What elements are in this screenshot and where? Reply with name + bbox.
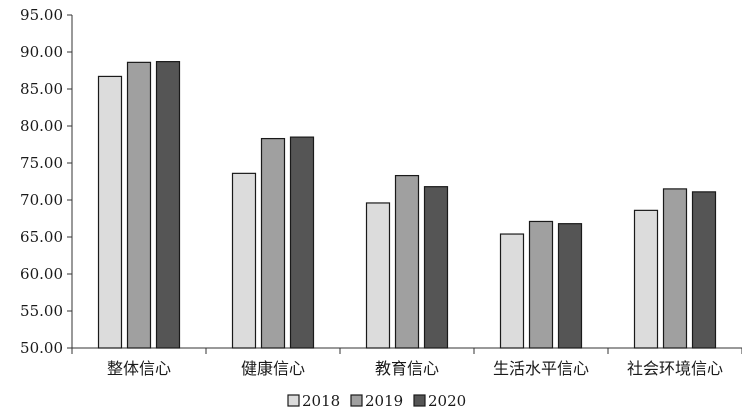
x-axis: 整体信心 健康信心 教育信心 生活水平信心 社会环境信心 xyxy=(71,347,742,378)
bar-2019-1 xyxy=(260,137,286,349)
x-tick-label: 社会环境信心 xyxy=(627,359,723,378)
bar-2020-0 xyxy=(155,61,181,349)
y-tick-label: 70.00 xyxy=(20,191,63,209)
bar-2019-3 xyxy=(528,220,554,349)
legend-label-2019: 2019 xyxy=(365,392,403,410)
x-tick-label: 生活水平信心 xyxy=(493,359,589,378)
bars xyxy=(97,61,717,349)
y-tick-label: 75.00 xyxy=(20,154,63,172)
bar-2018-3 xyxy=(499,233,525,349)
x-tick-label: 健康信心 xyxy=(241,359,305,378)
y-tick-label: 65.00 xyxy=(20,228,63,246)
y-tick-label: 60.00 xyxy=(20,265,63,283)
legend-swatch-2019 xyxy=(350,394,363,407)
y-tick-label: 80.00 xyxy=(20,117,63,135)
bar-2018-4 xyxy=(633,209,659,349)
y-tick-label: 95.00 xyxy=(20,6,63,24)
bar-2019-2 xyxy=(394,174,420,349)
legend-label-2018: 2018 xyxy=(302,392,340,410)
bar-2018-2 xyxy=(365,202,391,349)
bar-2020-3 xyxy=(557,223,583,349)
bar-2020-1 xyxy=(289,136,315,349)
bar-2020-4 xyxy=(691,191,717,349)
y-axis: 50.00 55.00 60.00 65.00 70.00 75.00 80.00 85.00… xyxy=(20,6,73,357)
y-tick-label: 50.00 xyxy=(20,339,63,357)
legend-swatch-2020 xyxy=(413,394,426,407)
bar-2019-0 xyxy=(126,61,152,349)
y-tick-label: 55.00 xyxy=(20,302,63,320)
x-tick-label: 教育信心 xyxy=(375,359,439,378)
legend-swatch-2018 xyxy=(287,394,300,407)
bar-2019-4 xyxy=(662,188,688,349)
legend-label-2020: 2020 xyxy=(428,392,466,410)
y-tick-label: 85.00 xyxy=(20,80,63,98)
x-tick-label: 整体信心 xyxy=(107,359,171,378)
bar-2018-1 xyxy=(231,172,257,349)
legend: 2018 2019 2020 xyxy=(287,392,466,410)
bar-2018-0 xyxy=(97,75,123,349)
bar-2020-2 xyxy=(423,186,449,349)
y-tick-label: 90.00 xyxy=(20,43,63,61)
